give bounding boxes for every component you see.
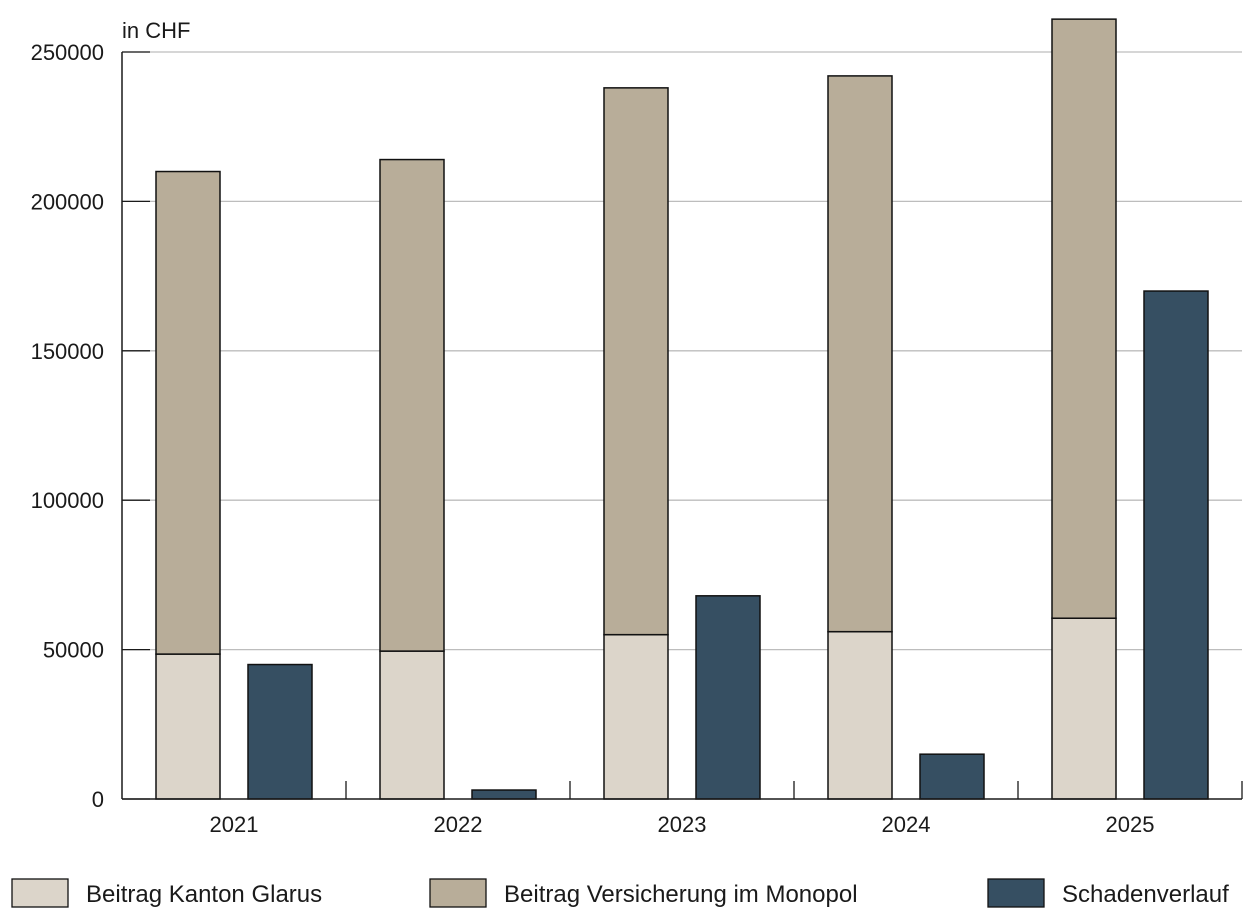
bar-schaden	[919, 753, 985, 800]
x-tick-label: 2023	[658, 812, 707, 837]
legend-swatch	[987, 878, 1045, 908]
legend-swatch	[11, 878, 69, 908]
legend: Beitrag Kanton Glarus Beitrag Versicherun…	[11, 878, 1229, 908]
bar-beitrag	[603, 87, 669, 636]
legend-label: Schadenverlauf	[1062, 881, 1229, 908]
bar-schaden	[695, 595, 761, 800]
y-tick-label: 0	[92, 787, 104, 812]
bar-beitrag	[379, 650, 445, 800]
bar-schaden	[247, 663, 313, 800]
bars	[155, 18, 1209, 800]
y-tick-label: 50000	[43, 638, 104, 663]
bar-beitrag	[155, 653, 221, 800]
bar-beitrag	[827, 630, 893, 800]
x-tick-labels: 2021 2022 2023 2024 2025	[210, 812, 1155, 837]
bar-beitrag	[827, 75, 893, 633]
x-tick-label: 2025	[1106, 812, 1155, 837]
axes	[121, 52, 1243, 800]
x-tick-label: 2022	[434, 812, 483, 837]
legend-label: Beitrag Kanton Glarus	[86, 881, 322, 908]
y-tick-label: 100000	[31, 488, 104, 513]
bar-schaden	[1143, 290, 1209, 800]
y-tick-label: 200000	[31, 189, 104, 214]
x-tick-label: 2024	[882, 812, 931, 837]
bar-beitrag	[379, 158, 445, 652]
bar-beitrag	[1051, 617, 1117, 800]
x-tick-label: 2021	[210, 812, 259, 837]
bar-schaden	[471, 789, 537, 800]
legend-swatch	[429, 878, 487, 908]
legend-label: Beitrag Versicherung im Monopol	[504, 881, 858, 908]
bar-beitrag	[155, 170, 221, 655]
y-tick-label: 250000	[31, 40, 104, 65]
bar-beitrag	[603, 633, 669, 800]
y-tick-labels: 0 50000 100000 150000 200000 250000	[31, 40, 104, 812]
bar-beitrag	[1051, 18, 1117, 619]
y-unit-label: in CHF	[122, 18, 190, 43]
y-tick-label: 150000	[31, 339, 104, 364]
